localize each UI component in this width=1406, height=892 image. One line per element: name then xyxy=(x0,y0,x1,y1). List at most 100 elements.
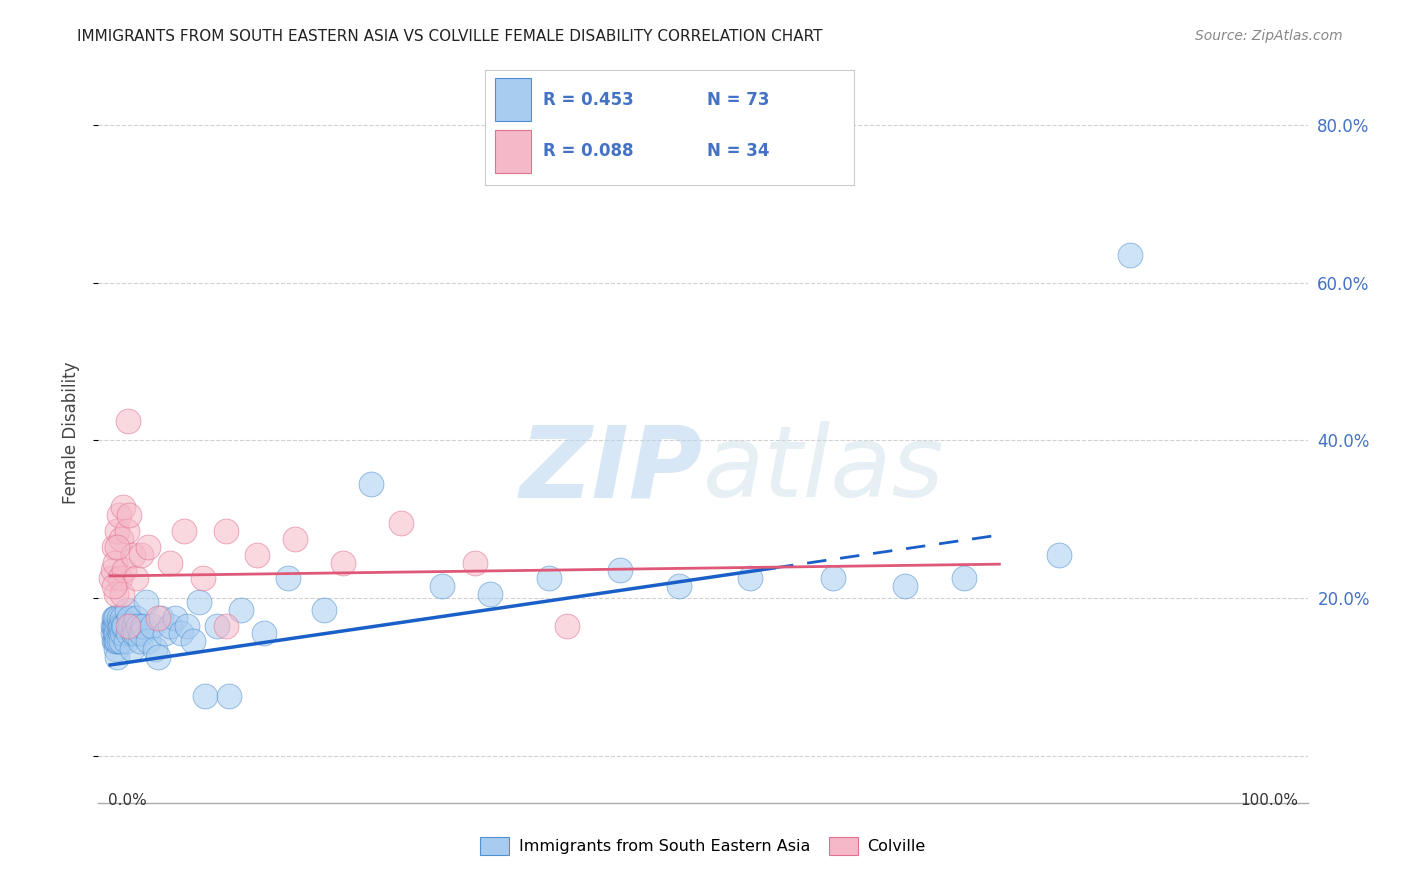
Point xyxy=(110,532,132,546)
Point xyxy=(112,618,135,632)
Point xyxy=(284,532,307,546)
Point xyxy=(952,571,974,585)
Point xyxy=(129,548,152,562)
Point xyxy=(107,618,129,632)
Point xyxy=(105,611,128,625)
Text: ZIP: ZIP xyxy=(520,421,703,518)
Point xyxy=(100,571,122,585)
Point xyxy=(107,634,129,648)
Point xyxy=(312,603,335,617)
Point xyxy=(141,618,163,632)
Point xyxy=(740,571,762,585)
Point xyxy=(464,556,486,570)
Point xyxy=(103,611,125,625)
Point xyxy=(117,626,139,640)
Point xyxy=(215,524,238,538)
Point xyxy=(153,626,176,640)
Point xyxy=(125,611,148,625)
Point xyxy=(118,611,141,625)
Point xyxy=(107,611,129,625)
Point xyxy=(143,642,166,657)
Point xyxy=(105,524,128,538)
Point xyxy=(105,642,128,657)
Point xyxy=(132,618,155,632)
Point xyxy=(389,516,412,531)
Point xyxy=(117,618,139,632)
Point xyxy=(129,634,152,648)
Point xyxy=(105,540,128,554)
Text: 0.0%: 0.0% xyxy=(108,793,146,808)
Point xyxy=(104,618,127,632)
Point xyxy=(1119,248,1142,262)
Point xyxy=(146,650,169,665)
Text: Source: ZipAtlas.com: Source: ZipAtlas.com xyxy=(1195,29,1343,43)
Point xyxy=(218,690,240,704)
Point xyxy=(555,618,578,632)
Point xyxy=(107,508,129,523)
Point xyxy=(104,634,127,648)
Point xyxy=(159,556,181,570)
Point xyxy=(103,540,125,554)
Point xyxy=(111,587,134,601)
Point xyxy=(823,571,845,585)
Point xyxy=(129,626,152,640)
Point xyxy=(668,579,690,593)
Legend: Immigrants from South Eastern Asia, Colville: Immigrants from South Eastern Asia, Colv… xyxy=(474,830,932,862)
Point xyxy=(127,618,149,632)
Point xyxy=(277,571,299,585)
Point xyxy=(122,618,145,632)
Text: atlas: atlas xyxy=(703,421,945,518)
Point xyxy=(101,626,124,640)
Point xyxy=(115,603,138,617)
Point xyxy=(194,690,217,704)
Point xyxy=(105,650,128,665)
Point xyxy=(114,634,136,648)
Point xyxy=(188,595,211,609)
Point xyxy=(135,595,157,609)
Text: IMMIGRANTS FROM SOUTH EASTERN ASIA VS COLVILLE FEMALE DISABILITY CORRELATION CHA: IMMIGRANTS FROM SOUTH EASTERN ASIA VS CO… xyxy=(77,29,823,44)
Point xyxy=(1047,548,1070,562)
Point xyxy=(108,571,131,585)
Point xyxy=(101,618,124,632)
Point xyxy=(332,556,354,570)
Point xyxy=(103,618,125,632)
Point xyxy=(215,618,238,632)
Point xyxy=(146,611,169,625)
Point xyxy=(105,634,128,648)
Point xyxy=(110,618,132,632)
Point xyxy=(191,571,214,585)
Point xyxy=(104,556,127,570)
Point xyxy=(120,618,142,632)
Point xyxy=(181,634,204,648)
Point xyxy=(104,611,127,625)
Point xyxy=(173,524,195,538)
Point xyxy=(101,564,124,578)
Point xyxy=(105,618,128,632)
Point xyxy=(893,579,915,593)
Point xyxy=(136,634,159,648)
Point xyxy=(121,626,143,640)
Point xyxy=(110,634,132,648)
Point xyxy=(229,603,252,617)
Point xyxy=(253,626,276,640)
Point xyxy=(205,618,228,632)
Point xyxy=(176,618,198,632)
Point xyxy=(121,548,143,562)
Point xyxy=(609,564,631,578)
Point xyxy=(103,634,125,648)
Point xyxy=(105,587,128,601)
Point xyxy=(150,611,173,625)
Point xyxy=(111,626,134,640)
Point xyxy=(165,611,187,625)
Y-axis label: Female Disability: Female Disability xyxy=(62,361,80,504)
Point xyxy=(115,524,138,538)
Point xyxy=(432,579,454,593)
Point xyxy=(124,626,146,640)
Point xyxy=(104,626,127,640)
Point xyxy=(537,571,560,585)
Point xyxy=(108,618,131,632)
Point xyxy=(478,587,501,601)
Point xyxy=(117,414,139,428)
Point xyxy=(105,634,128,648)
Point xyxy=(125,571,148,585)
